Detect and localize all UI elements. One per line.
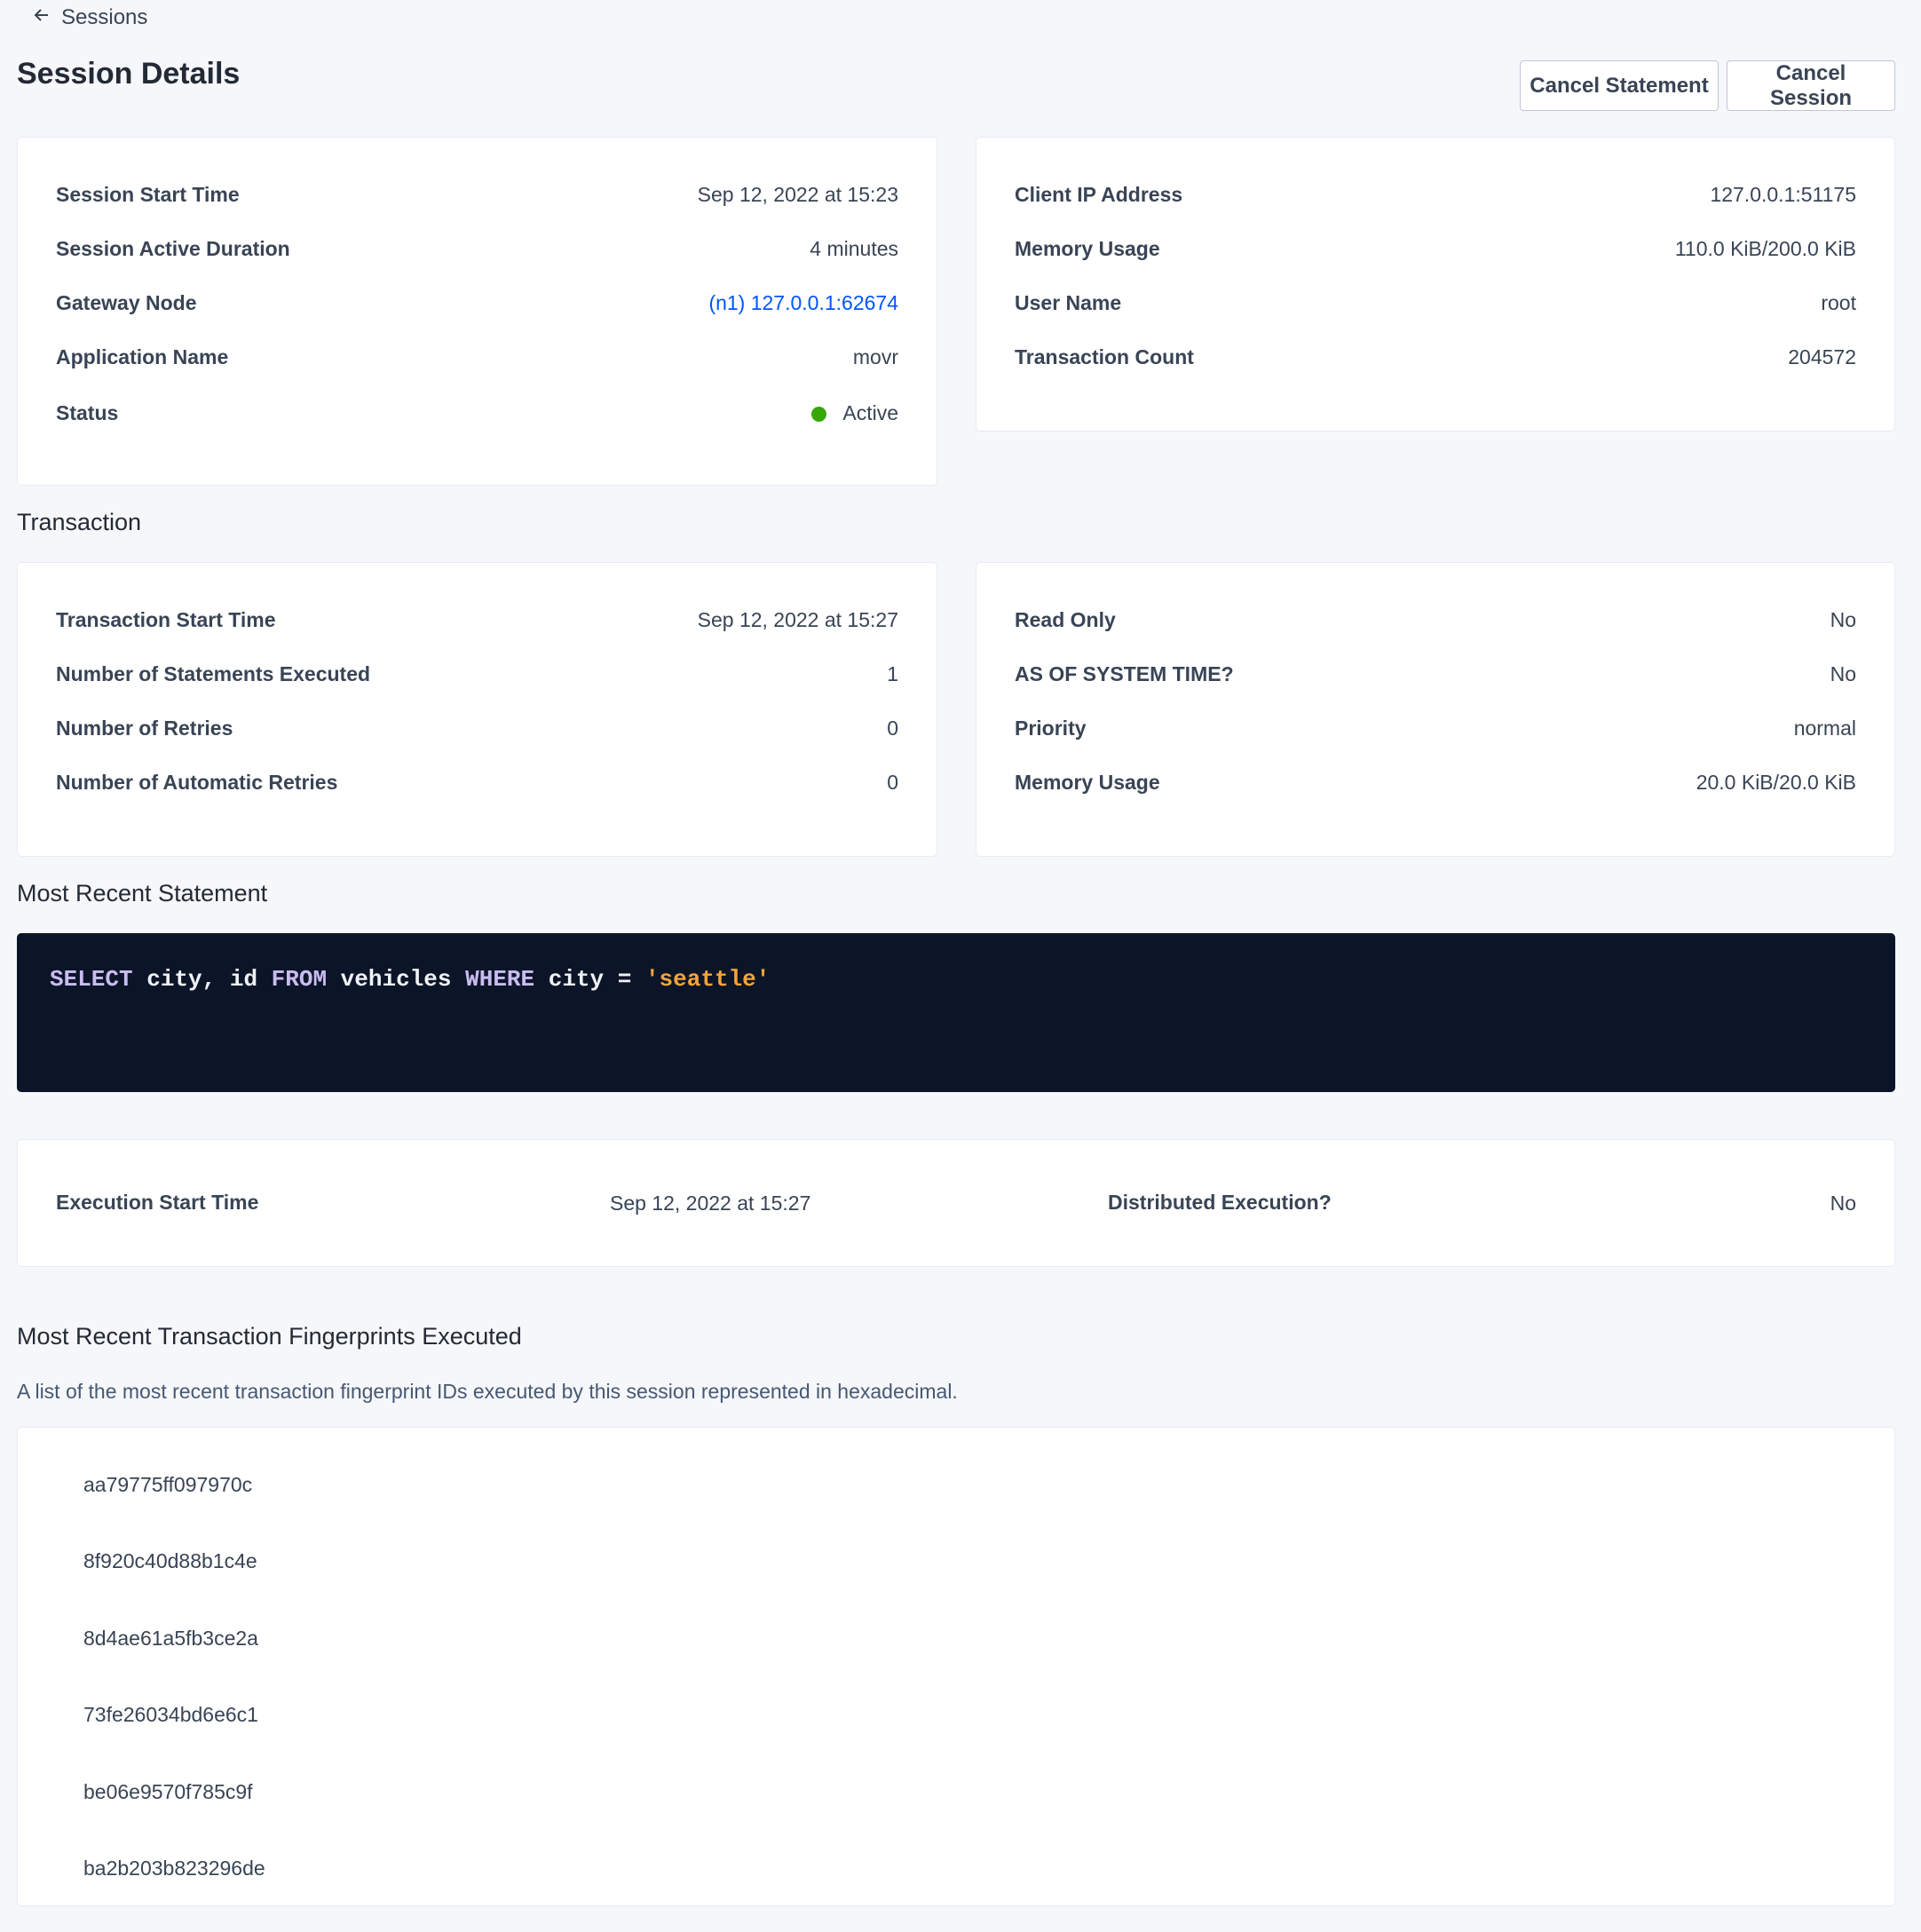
status-badge: Active: [811, 401, 898, 425]
cancel-statement-button[interactable]: Cancel Statement: [1520, 60, 1719, 111]
info-row: Session Start Time Sep 12, 2022 at 15:23: [56, 182, 898, 206]
list-item[interactable]: 73fe26034bd6e6c1: [83, 1703, 258, 1726]
arrow-left-icon: [33, 5, 51, 30]
info-row: Number of Statements Executed 1: [56, 661, 898, 685]
breadcrumb-sessions-link[interactable]: Sessions: [33, 5, 147, 30]
info-row: Transaction Count 204572: [1015, 344, 1856, 368]
list-item[interactable]: aa79775ff097970c: [83, 1473, 253, 1496]
info-row: Number of Retries 0: [56, 716, 898, 740]
cancel-session-button[interactable]: Cancel Session: [1727, 60, 1895, 111]
transaction-props-card: Read Only No AS OF SYSTEM TIME? No Priorit…: [976, 562, 1895, 857]
execution-card: Execution Start Time Sep 12, 2022 at 15:…: [17, 1139, 1895, 1267]
info-row: Priority normal: [1015, 716, 1856, 740]
info-row: Memory Usage 110.0 KiB/200.0 KiB: [1015, 236, 1856, 260]
info-row: Read Only No: [1015, 607, 1856, 631]
transaction-heading: Transaction: [17, 509, 142, 535]
list-item[interactable]: ba2b203b823296de: [83, 1857, 265, 1880]
page-title: Session Details: [17, 57, 241, 91]
fingerprints-heading: Most Recent Transaction Fingerprints Exe…: [17, 1323, 522, 1350]
info-row: Gateway Node (n1) 127.0.0.1:62674: [56, 290, 898, 314]
client-info-card: Client IP Address 127.0.0.1:51175 Memory …: [976, 137, 1895, 432]
sql-code-block: SELECT city, id FROM vehicles WHERE city…: [17, 933, 1895, 1092]
info-row: Number of Automatic Retries 0: [56, 770, 898, 794]
fingerprints-description: A list of the most recent transaction fi…: [17, 1380, 958, 1403]
info-row: Application Name movr: [56, 344, 898, 368]
list-item[interactable]: 8f920c40d88b1c4e: [83, 1549, 257, 1572]
fingerprints-list: aa79775ff097970c 8f920c40d88b1c4e 8d4ae6…: [17, 1427, 1895, 1906]
info-row: Client IP Address 127.0.0.1:51175: [1015, 182, 1856, 206]
info-row: Memory Usage 20.0 KiB/20.0 KiB: [1015, 770, 1856, 794]
transaction-info-card: Transaction Start Time Sep 12, 2022 at 15…: [17, 562, 937, 857]
breadcrumb-label: Sessions: [61, 5, 148, 29]
info-row: Status Active: [56, 400, 898, 425]
status-dot-icon: [811, 406, 827, 422]
gateway-node-link[interactable]: (n1) 127.0.0.1:62674: [708, 290, 898, 314]
statement-heading: Most Recent Statement: [17, 880, 268, 907]
list-item[interactable]: be06e9570f785c9f: [83, 1780, 253, 1803]
info-row: Session Active Duration 4 minutes: [56, 236, 898, 260]
info-row: Transaction Start Time Sep 12, 2022 at 15…: [56, 607, 898, 631]
list-item[interactable]: 8d4ae61a5fb3ce2a: [83, 1627, 258, 1650]
session-info-card: Session Start Time Sep 12, 2022 at 15:23 …: [17, 137, 937, 486]
info-row: User Name root: [1015, 290, 1856, 314]
info-row: AS OF SYSTEM TIME? No: [1015, 661, 1856, 685]
